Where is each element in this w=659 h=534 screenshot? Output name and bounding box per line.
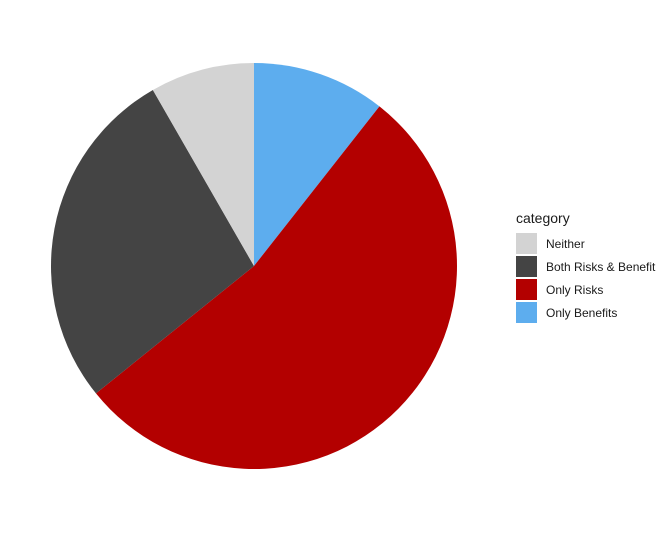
legend-key (516, 256, 537, 277)
legend-label: Both Risks & Benefit (546, 259, 656, 274)
legend-key (516, 279, 537, 300)
legend-label: Neither (546, 236, 585, 251)
legend-label: Only Risks (546, 282, 604, 297)
pie-slice-neither (152, 63, 254, 266)
legend-item: Only Benefits (516, 301, 655, 324)
legend-item: Both Risks & Benefit (516, 255, 655, 278)
legend: category Neither Both Risks & Benefit Only… (516, 210, 655, 324)
legend-label: Only Benefits (546, 305, 618, 320)
legend-key (516, 233, 537, 254)
legend-item: Neither (516, 232, 655, 255)
pie-slice-both-risks-benefit (50, 89, 254, 394)
pie-slice-only-risks (95, 106, 458, 470)
legend-title: category (516, 210, 570, 226)
legend-item: Only Risks (516, 278, 655, 301)
legend-key (516, 302, 537, 323)
pie-slice-only-benefits (254, 63, 380, 266)
